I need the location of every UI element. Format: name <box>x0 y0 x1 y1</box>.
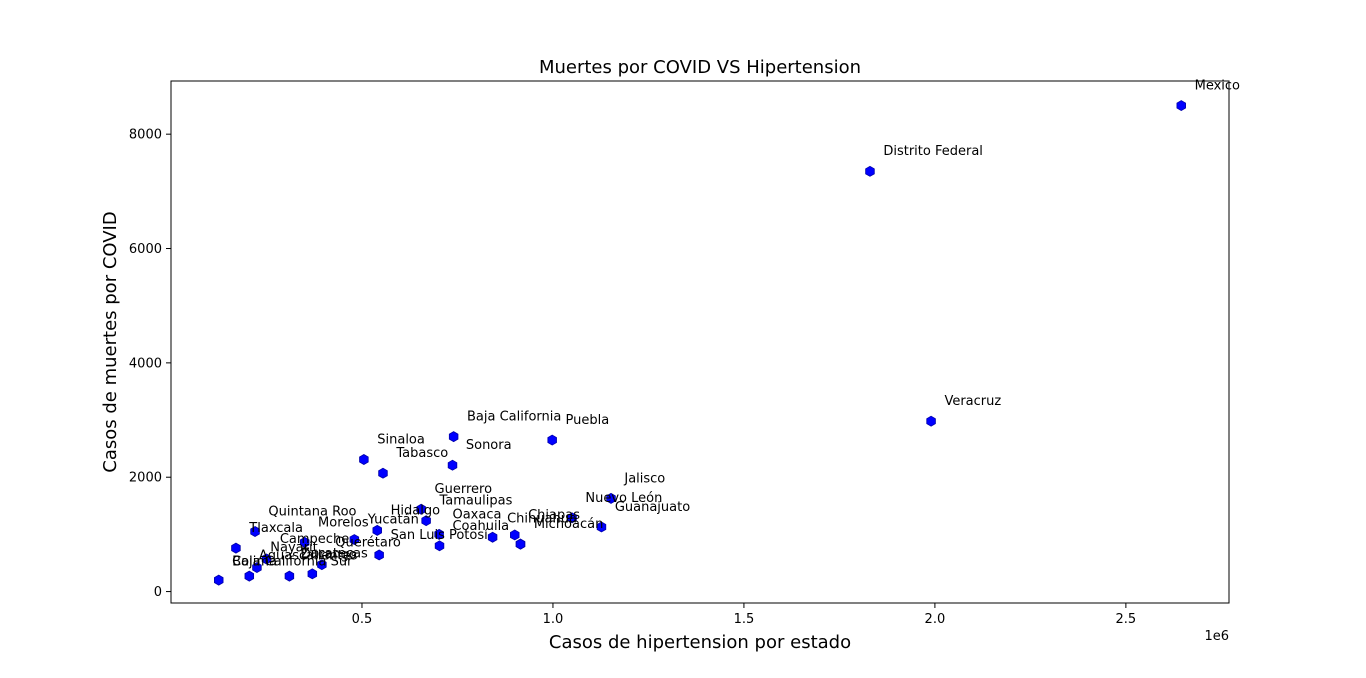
chart-title: Muertes por COVID VS Hipertension <box>539 57 861 78</box>
point-label: Chihuahua <box>507 511 577 526</box>
data-point <box>865 165 875 177</box>
data-point <box>307 568 318 580</box>
data-point <box>299 536 310 548</box>
point-label: Querétaro <box>335 535 401 550</box>
data-point <box>231 542 241 554</box>
data-point <box>261 553 272 565</box>
point-label: Coahuila <box>452 519 509 534</box>
point-label: Durango <box>301 547 357 562</box>
data-point <box>374 549 384 561</box>
data-point <box>244 570 255 582</box>
point-label: Yucatán <box>367 513 419 528</box>
data-point <box>448 431 459 443</box>
y-tick-label: 6000 <box>129 242 162 257</box>
x-tick-label: 1.5 <box>734 612 755 627</box>
point-label: Michoacán <box>534 517 604 532</box>
point-label: Veracruz <box>944 394 1001 409</box>
data-point <box>1176 100 1186 112</box>
data-point <box>596 521 607 533</box>
point-label: Tabasco <box>395 446 448 461</box>
point-label: Nuevo León <box>585 491 662 506</box>
point-label: Tamaulipas <box>439 494 513 509</box>
point-label: Baja California Sur <box>232 554 353 569</box>
data-point <box>349 534 360 546</box>
point-label: Hidalgo <box>391 503 440 518</box>
point-label: Campeche <box>280 532 349 547</box>
y-tick-label: 4000 <box>129 356 162 371</box>
x-tick-label: 2.0 <box>925 612 946 627</box>
data-point <box>416 503 426 515</box>
point-label: Sinaloa <box>377 432 425 447</box>
point-label: Guanajuato <box>615 500 690 515</box>
y-axis-label: Casos de muertes por COVID <box>100 211 121 472</box>
data-point <box>317 559 327 571</box>
point-label: Distrito Federal <box>883 144 983 159</box>
data-point <box>421 515 431 527</box>
y-tick-label: 2000 <box>129 471 162 486</box>
x-axis-ticks: 0.5 1.0 1.5 2.0 2.5 <box>352 603 1137 627</box>
point-label: Colima <box>232 554 277 569</box>
data-point <box>926 415 936 427</box>
point-label: Jalisco <box>623 471 665 486</box>
point-label: Guerrero <box>435 482 493 497</box>
data-point <box>487 531 498 543</box>
data-point <box>434 528 444 540</box>
x-offset-label: 1e6 <box>1204 629 1229 644</box>
point-label: Sonora <box>466 438 512 453</box>
point-label: Baja California <box>467 410 561 425</box>
data-point <box>567 512 577 524</box>
y-tick-label: 0 <box>154 585 162 600</box>
x-axis-label: Casos de hipertension por estado <box>549 632 851 653</box>
point-label: Morelos <box>318 515 369 530</box>
point-label: Nayarit <box>270 541 317 556</box>
data-point <box>284 570 295 582</box>
x-tick-label: 2.5 <box>1116 612 1137 627</box>
y-tick-label: 8000 <box>129 128 162 143</box>
data-point <box>214 574 224 586</box>
point-label: Quintana Roo <box>268 505 356 520</box>
data-point <box>515 538 526 550</box>
data-point <box>250 526 260 537</box>
y-axis-ticks: 0 2000 4000 6000 8000 <box>129 128 171 600</box>
data-point <box>359 454 369 465</box>
point-label: Aguascalientes <box>259 549 358 564</box>
point-label: Puebla <box>566 413 610 428</box>
point-label: Chiapas <box>528 508 580 523</box>
point-label: Tlaxcala <box>248 521 303 536</box>
plot-frame <box>170 80 1230 604</box>
x-tick-label: 1.0 <box>543 612 564 627</box>
data-point <box>372 524 382 536</box>
data-point <box>434 540 445 552</box>
point-label: San Luis Potosí <box>391 528 489 543</box>
x-tick-label: 0.5 <box>352 612 373 627</box>
data-point <box>606 492 616 504</box>
data-point <box>447 459 458 471</box>
data-point <box>547 434 557 446</box>
point-label: Oaxaca <box>452 507 501 522</box>
data-point <box>252 562 262 574</box>
point-label: Zacatecas <box>301 546 368 561</box>
data-point <box>510 529 520 541</box>
data-point <box>378 467 388 479</box>
